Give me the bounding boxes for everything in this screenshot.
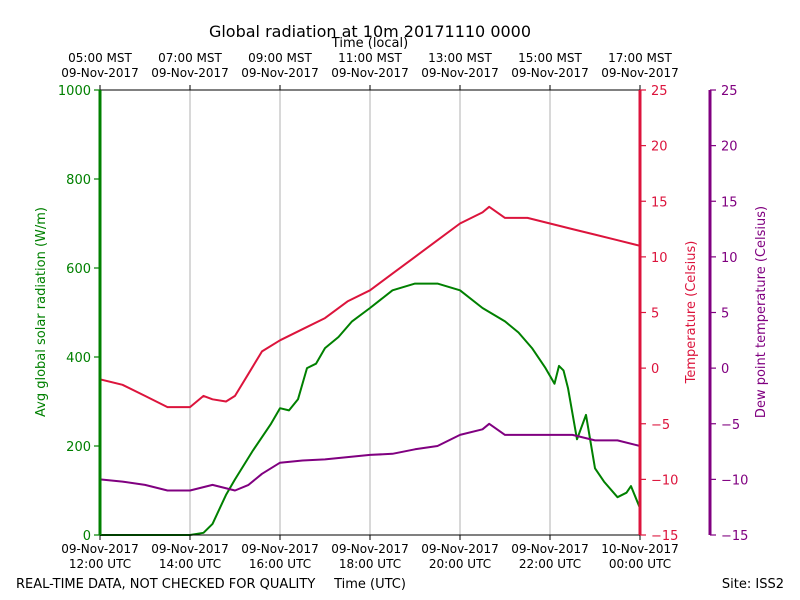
x-tick-label-utc-time: 14:00 UTC xyxy=(159,557,221,571)
chart-title: Global radiation at 10m 20171110 0000 xyxy=(209,22,531,41)
x-tick-label-local-date: 09-Nov-2017 xyxy=(511,66,589,80)
x-tick-label-local-time: 15:00 MST xyxy=(518,51,582,65)
x-tick-label-utc-date: 09-Nov-2017 xyxy=(421,542,499,556)
y-left-tick-label: 400 xyxy=(66,351,91,366)
x-tick-label-utc-date: 09-Nov-2017 xyxy=(241,542,319,556)
y-right1-tick-label: −10 xyxy=(651,473,678,488)
x-tick-label-local-date: 09-Nov-2017 xyxy=(61,66,139,80)
y-right1-tick-label: 0 xyxy=(651,362,659,377)
y-left-tick-label: 800 xyxy=(66,173,91,188)
y-right2-tick-label: 20 xyxy=(721,140,738,155)
y-right1-tick-label: −15 xyxy=(651,529,678,544)
x-tick-label-local-date: 09-Nov-2017 xyxy=(601,66,679,80)
x-tick-label-local-time: 11:00 MST xyxy=(338,51,402,65)
x-tick-label-local-date: 09-Nov-2017 xyxy=(331,66,409,80)
y-right2-tick-label: −15 xyxy=(721,529,748,544)
y-right1-tick-label: −5 xyxy=(651,418,670,433)
y-right2-tick-label: −10 xyxy=(721,473,748,488)
x-tick-label-local-time: 09:00 MST xyxy=(248,51,312,65)
x-tick-label-utc-date: 09-Nov-2017 xyxy=(511,542,589,556)
y-right2-tick-label: 15 xyxy=(721,195,738,210)
y-left-tick-label: 200 xyxy=(66,440,91,455)
x-tick-label-local-time: 05:00 MST xyxy=(68,51,132,65)
y-right2-tick-label: −5 xyxy=(721,418,740,433)
x-tick-label-utc-time: 00:00 UTC xyxy=(609,557,671,571)
x-tick-label-local-time: 13:00 MST xyxy=(428,51,492,65)
axes xyxy=(98,89,712,536)
y-left-tick-label: 0 xyxy=(83,529,91,544)
x-tick-label-utc-time: 20:00 UTC xyxy=(429,557,491,571)
quality-warning: REAL-TIME DATA, NOT CHECKED FOR QUALITY xyxy=(16,577,315,592)
y-right1-tick-label: 10 xyxy=(651,251,668,266)
y-right2-tick-label: 25 xyxy=(721,84,738,99)
x-tick-label-utc-time: 22:00 UTC xyxy=(519,557,581,571)
x-tick-label-local-date: 09-Nov-2017 xyxy=(241,66,319,80)
x-tick-label-utc-date: 09-Nov-2017 xyxy=(61,542,139,556)
x-tick-label-utc-date: 10-Nov-2017 xyxy=(601,542,679,556)
y-right1-label: Temperature (Celsius) xyxy=(684,241,699,385)
x-tick-label-local-date: 09-Nov-2017 xyxy=(421,66,499,80)
y-right2-tick-label: 10 xyxy=(721,251,738,266)
x-tick-label-utc-time: 12:00 UTC xyxy=(69,557,131,571)
x-tick-label-utc-date: 09-Nov-2017 xyxy=(151,542,229,556)
series-layer xyxy=(99,205,641,536)
y-left-label: Avg global solar radiation (W/m) xyxy=(34,207,49,417)
x-label-bottom: Time (UTC) xyxy=(333,577,406,592)
x-tick-label-utc-time: 16:00 UTC xyxy=(249,557,311,571)
series-line-temperature xyxy=(99,205,641,409)
x-tick-label-local-date: 09-Nov-2017 xyxy=(151,66,229,80)
x-tick-label-utc-time: 18:00 UTC xyxy=(339,557,401,571)
y-left-tick-label: 1000 xyxy=(58,84,91,99)
x-tick-label-local-time: 17:00 MST xyxy=(608,51,672,65)
series-line-dew-point-temperature xyxy=(99,422,641,492)
y-right2-tick-label: 0 xyxy=(721,362,729,377)
x-tick-label-local-time: 07:00 MST xyxy=(158,51,222,65)
site-label: Site: ISS2 xyxy=(722,577,784,592)
y-right2-tick-label: 5 xyxy=(721,307,729,322)
y-left-tick-label: 600 xyxy=(66,262,91,277)
x-label-top: Time (local) xyxy=(331,36,408,51)
y-right1-tick-label: 15 xyxy=(651,195,668,210)
y-right1-tick-label: 5 xyxy=(651,307,659,322)
y-right1-tick-label: 25 xyxy=(651,84,668,99)
series-line-avg-global-solar-radiation xyxy=(100,282,641,536)
y-right2-label: Dew point temperature (Celsius) xyxy=(754,206,769,418)
x-tick-label-utc-date: 09-Nov-2017 xyxy=(331,542,409,556)
grid xyxy=(189,90,551,535)
y-right1-tick-label: 20 xyxy=(651,140,668,155)
